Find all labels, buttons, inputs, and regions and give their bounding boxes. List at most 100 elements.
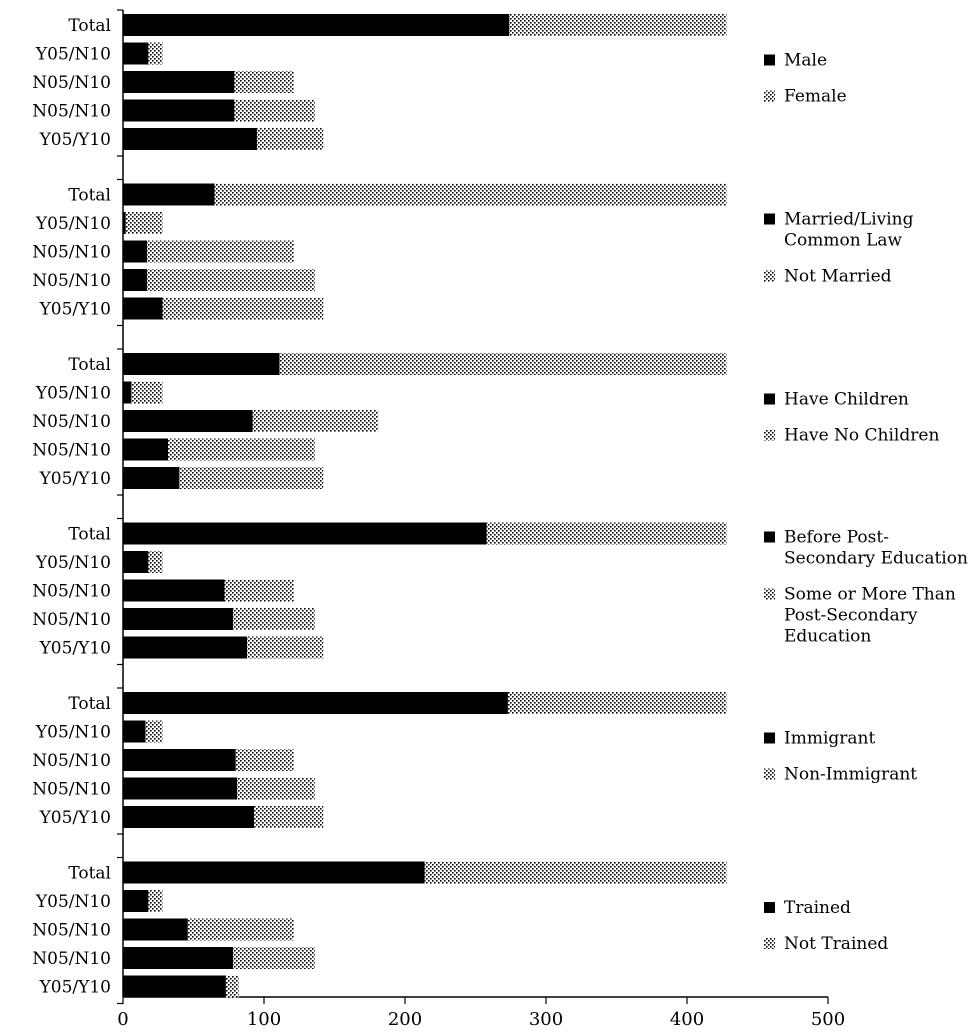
bar-segment-non-immigrant bbox=[235, 749, 294, 771]
bar-segment-have-children bbox=[123, 438, 169, 461]
bar-segment-female bbox=[509, 14, 727, 36]
x-tick-label: 100 bbox=[247, 1009, 281, 1030]
bar-segment-before-post-secondary-education bbox=[123, 522, 487, 545]
category-label: Y05/N10 bbox=[35, 384, 111, 404]
legend-swatch-solid bbox=[764, 732, 775, 744]
bar-segment-not-trained bbox=[225, 975, 239, 998]
category-label: Total bbox=[68, 525, 111, 545]
bar-segment-have-children bbox=[123, 410, 253, 432]
bar-segment-not-married bbox=[162, 297, 324, 320]
bar-segment-non-immigrant bbox=[145, 720, 163, 743]
legend-swatch-dotted bbox=[764, 938, 775, 949]
category-label: Total bbox=[68, 864, 111, 884]
category-label: N05/N10 bbox=[32, 73, 111, 93]
legend-label: Not Trained bbox=[784, 934, 888, 954]
legend-swatch-dotted bbox=[764, 588, 775, 600]
legend-label: Female bbox=[784, 87, 847, 107]
category-label: Y05/N10 bbox=[35, 723, 111, 743]
bar-segment-trained bbox=[123, 975, 226, 998]
legend: Before Post-Secondary Education Some or M… bbox=[764, 528, 968, 647]
x-tick-label: 300 bbox=[529, 1009, 563, 1030]
bar-segment-male bbox=[123, 42, 149, 65]
legend-label: Secondary Education bbox=[784, 549, 968, 569]
category-label: Y05/N10 bbox=[35, 45, 111, 65]
legend-label: Before Post- bbox=[784, 528, 889, 548]
category-label: Y05/N10 bbox=[35, 553, 111, 573]
category-label: N05/N10 bbox=[32, 949, 111, 969]
bar-segment-immigrant bbox=[123, 720, 146, 743]
bar-segment-not-trained bbox=[424, 861, 727, 884]
x-axis-ticks: 0 100 200 300 400 500 bbox=[117, 997, 845, 1030]
legend-label: Some or More Than bbox=[784, 585, 956, 605]
category-label: N05/N10 bbox=[32, 610, 111, 630]
bar-segment-before-post-secondary-education bbox=[123, 636, 248, 659]
axes bbox=[117, 9, 828, 1005]
category-label: Y05/Y10 bbox=[39, 639, 111, 659]
legend-label: Trained bbox=[784, 898, 851, 918]
legend: Have Children Have No Children bbox=[764, 390, 939, 446]
category-label: Y05/Y10 bbox=[39, 978, 111, 998]
legend: Male Female bbox=[764, 51, 847, 107]
category-label: Y05/Y10 bbox=[39, 469, 111, 489]
bar-segment-immigrant bbox=[123, 806, 255, 828]
legend-swatch-solid bbox=[764, 393, 775, 405]
bar-segment-trained bbox=[123, 890, 149, 912]
bar-segment-have-no-children bbox=[168, 438, 315, 461]
bar-segment-not-trained bbox=[232, 947, 315, 969]
bar-segment-some-or-more-than-post-secondary-education bbox=[247, 636, 324, 659]
legend-label: Common Law bbox=[784, 231, 902, 251]
legend-swatch-solid bbox=[764, 531, 775, 543]
category-label: Y05/Y10 bbox=[39, 130, 111, 150]
category-label: N05/N10 bbox=[32, 271, 111, 291]
legend-label: Have Children bbox=[784, 390, 909, 410]
bar-segment-married-living-common-law bbox=[123, 269, 147, 291]
bar-segment-not-married bbox=[146, 240, 294, 263]
category-label: N05/N10 bbox=[32, 921, 111, 941]
bar-segment-non-immigrant bbox=[507, 692, 727, 714]
bar-segment-married-living-common-law bbox=[123, 183, 215, 206]
bar-segment-some-or-more-than-post-secondary-education bbox=[148, 551, 163, 573]
legend-label: Education bbox=[784, 627, 871, 647]
bar-segment-married-living-common-law bbox=[123, 297, 163, 320]
legend-swatch-dotted bbox=[764, 768, 775, 780]
bar-segment-female bbox=[234, 99, 315, 122]
bar-segment-non-immigrant bbox=[237, 777, 315, 800]
bar-segment-non-immigrant bbox=[254, 806, 324, 828]
bar-segment-before-post-secondary-education bbox=[123, 579, 225, 602]
x-tick-label: 400 bbox=[670, 1009, 704, 1030]
bar-segment-have-no-children bbox=[279, 353, 727, 375]
category-label: N05/N10 bbox=[32, 243, 111, 263]
bar-segment-female bbox=[234, 71, 294, 93]
bar-segment-have-children bbox=[123, 467, 180, 489]
legend-label: Male bbox=[784, 51, 827, 71]
bar-segment-before-post-secondary-education bbox=[123, 608, 233, 630]
x-tick-label: 200 bbox=[388, 1009, 422, 1030]
bar-segment-male bbox=[123, 128, 257, 150]
bar-segment-have-no-children bbox=[179, 467, 324, 489]
legend-label: Post-Secondary bbox=[784, 606, 918, 626]
category-label: Total bbox=[68, 186, 111, 206]
legend-swatch-solid bbox=[764, 213, 775, 225]
legend-swatch-dotted bbox=[764, 270, 775, 282]
bar-segment-female bbox=[148, 42, 163, 65]
bar-segment-immigrant bbox=[123, 749, 236, 771]
bar-segment-immigrant bbox=[123, 692, 508, 714]
bar-segment-trained bbox=[123, 861, 425, 884]
legend-label: Non-Immigrant bbox=[784, 765, 917, 785]
category-label: Y05/N10 bbox=[35, 892, 111, 912]
bar-segment-trained bbox=[123, 918, 188, 941]
legend: Immigrant Non-Immigrant bbox=[764, 729, 917, 785]
legend: Trained Not Trained bbox=[764, 898, 888, 954]
bar-segment-married-living-common-law bbox=[123, 240, 147, 263]
bar-segment-not-trained bbox=[187, 918, 294, 941]
legend-swatch-dotted bbox=[764, 429, 775, 441]
category-label: Total bbox=[68, 16, 111, 36]
bar-segment-have-children bbox=[123, 381, 132, 404]
category-label: N05/N10 bbox=[32, 102, 111, 122]
bar-segment-not-trained bbox=[148, 890, 163, 912]
category-label: N05/N10 bbox=[32, 780, 111, 800]
category-label: N05/N10 bbox=[32, 751, 111, 771]
bar-segment-have-no-children bbox=[131, 381, 163, 404]
